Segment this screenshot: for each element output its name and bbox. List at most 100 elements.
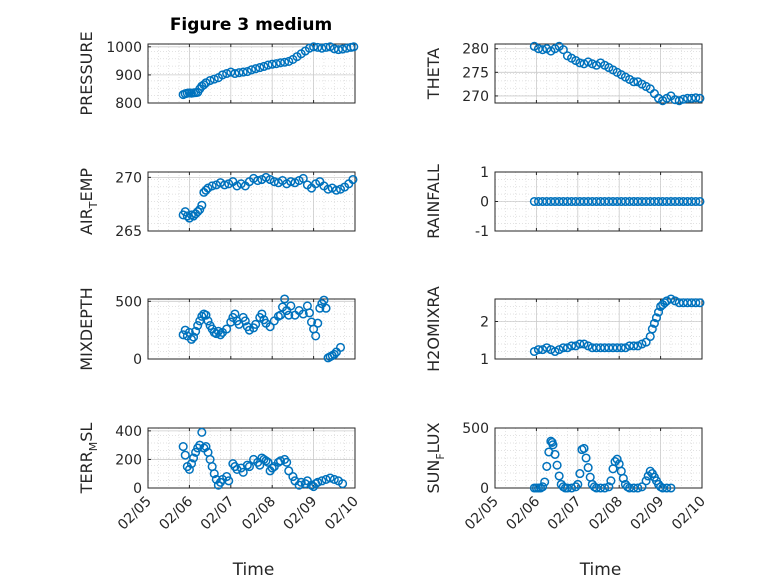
y-axis-label: AIRTEMP [77,168,100,235]
data-point [647,324,657,334]
data-point [220,180,230,190]
data-point [666,483,676,493]
data-point [645,331,655,342]
data-point [575,58,585,68]
data-point [275,456,286,466]
data-point [304,308,315,318]
data-point [209,74,219,84]
data-point [583,341,593,351]
y-tick-label: 500 [115,294,142,310]
data-series [529,436,676,493]
data-point [191,447,201,457]
data-point [571,482,581,492]
data-point [538,45,548,55]
x-tick-label: 02/10 [669,494,709,534]
data-point [211,329,221,339]
data-point [251,319,261,329]
data-point [319,295,329,305]
data-point [550,449,560,459]
data-point [562,343,573,353]
data-point [178,442,188,452]
data-point [579,339,589,349]
data-point [205,75,215,86]
axes-box [147,298,356,360]
data-point [548,440,558,450]
data-point [234,68,244,78]
data-series [178,42,359,100]
data-point [201,185,211,195]
data-point [533,345,544,355]
data-point [567,341,577,351]
data-point [629,483,639,493]
data-point [529,346,539,357]
data-point [633,341,643,351]
y-tick-label: 270 [462,89,489,105]
data-series [529,294,705,357]
subplot-4: 0 500 MIXDEPTH [77,287,356,371]
subplot-1: 270 275 280 THETA [424,42,705,106]
data-point [579,443,589,453]
data-point [197,311,207,321]
subplot-3: -1 0 1 RAINFALL [424,164,705,240]
data-series [178,294,346,363]
data-point [651,313,662,323]
data-point [242,66,252,77]
data-point [540,477,550,487]
data-point [629,341,639,351]
data-point [666,294,676,304]
subplot-5: 1 2 H2OMIXRA [424,286,705,372]
data-point [695,93,705,103]
data-point [585,472,595,482]
x-tick-label: 02/06 [156,493,196,533]
y-axis-label: THETA [424,48,443,100]
data-point [267,463,277,473]
data-point [575,469,585,479]
y-tick-label: 2 [480,315,489,331]
data-point [645,466,655,476]
y-tick-label: 0 [133,352,142,368]
data-point [678,94,688,104]
data-point [338,479,348,489]
data-point [257,309,267,319]
data-point [195,204,205,215]
y-tick-label: 275 [462,65,489,81]
data-point [201,310,211,320]
data-point [317,476,327,486]
data-point [197,200,207,210]
data-point [321,303,331,313]
x-tick-label: 02/05 [115,494,155,534]
data-point [269,177,279,187]
data-point [180,450,190,460]
data-series [178,427,348,492]
data-point [338,44,348,54]
data-point [240,316,250,326]
data-point [311,331,321,341]
data-point [571,341,581,351]
data-point [691,196,701,207]
subplot-2: 265 270 AIRTEMP [77,168,358,240]
y-tick-label: 500 [462,421,489,437]
data-point [286,177,296,187]
data-point [604,482,614,492]
data-point [209,469,219,479]
data-point [251,64,261,74]
data-point [317,43,327,53]
x-tick-label: 02/06 [503,493,543,533]
data-point [286,301,296,311]
data-series [529,196,705,207]
data-point [238,67,248,77]
subplot-7: 0 500 SUNFLUX 02/05 02/06 02/07 02/08 02/09 02/1… [424,421,709,580]
minor-grid [494,428,703,488]
data-point [649,318,659,328]
y-tick-label: 1000 [106,40,142,56]
data-point [348,174,358,185]
data-point [587,59,597,69]
data-point [558,343,568,353]
data-point [193,320,203,331]
data-point [583,57,593,67]
data-point [184,464,194,474]
subplot-0: 800 900 1000 PRESSURE [77,31,359,116]
minor-grid [147,428,356,488]
x-tick-label: 02/08 [586,494,626,534]
data-point [282,457,292,467]
